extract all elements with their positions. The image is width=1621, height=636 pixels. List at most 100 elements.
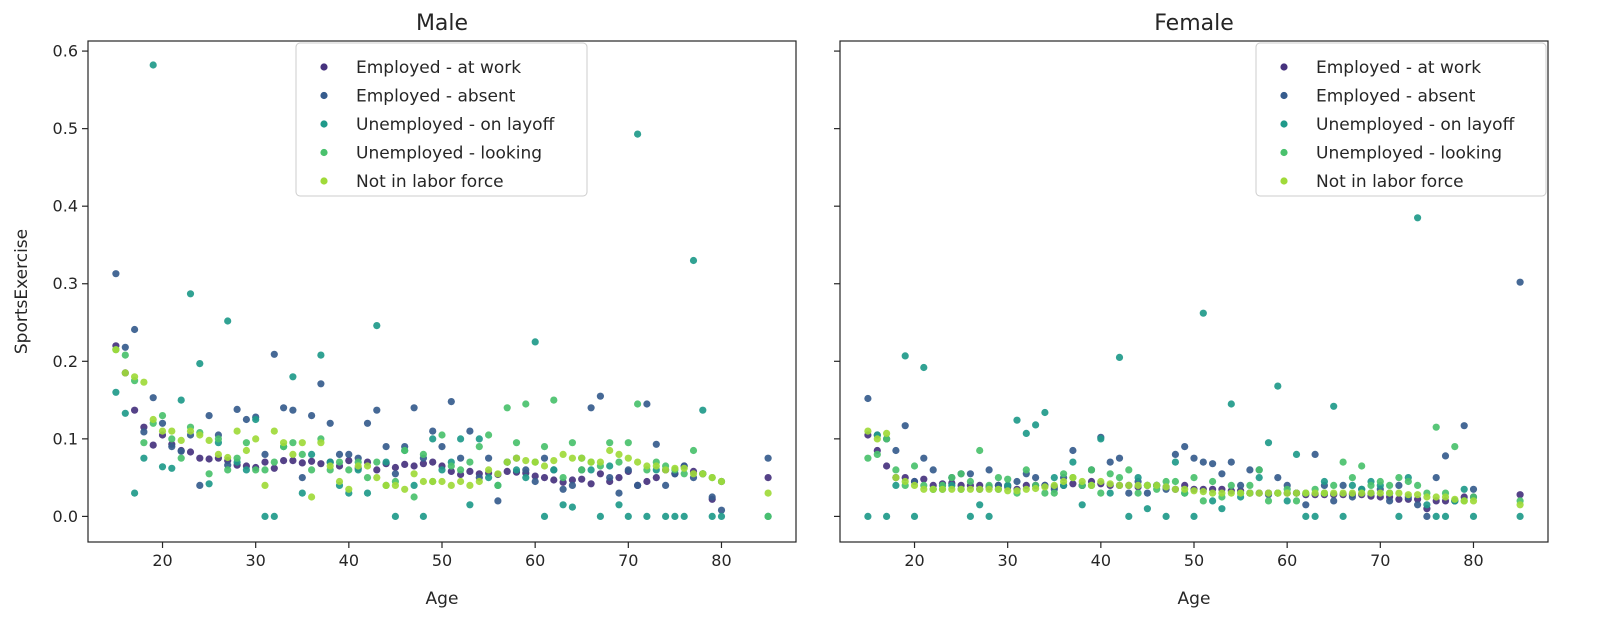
point-series-0 [401,460,409,468]
point-series-4 [224,453,232,462]
point-series-4 [680,464,688,472]
point-series-1 [929,466,937,474]
point-series-0 [550,476,558,484]
point-series-4 [289,450,297,458]
point-series-4 [1050,481,1058,489]
point-series-0 [280,457,288,465]
point-series-2 [1339,512,1347,521]
x-axis-label: Age [1178,589,1211,609]
point-series-1 [494,497,502,505]
point-series-1 [901,422,909,430]
point-series-3 [1404,477,1412,486]
point-series-1 [1125,489,1133,497]
legend-label: Not in labor force [356,172,504,192]
point-series-4 [699,470,707,478]
point-series-4 [1516,501,1524,509]
point-series-3 [1330,481,1338,489]
point-series-4 [531,458,539,466]
point-series-4 [1395,489,1403,497]
point-series-4 [485,466,493,474]
point-series-1 [121,343,129,351]
point-series-2 [1274,382,1282,390]
point-series-4 [652,462,660,470]
point-series-2 [1078,501,1086,509]
point-series-1 [140,428,148,436]
point-series-1 [196,481,204,489]
point-series-4 [864,427,872,435]
point-series-0 [531,472,539,480]
point-series-2 [1311,512,1319,521]
point-series-4 [985,485,993,493]
point-series-3 [634,400,642,408]
x-tick-label: 40 [339,551,359,570]
point-series-2 [606,462,614,470]
panel-male: 20 30 40 50 60 70 80 0.0 0.1 0.2 0.3 0.4 0.5 0.6 Male A… [12,11,797,609]
point-series-4 [559,450,567,458]
point-series-4 [466,481,474,489]
point-series-3 [1395,474,1403,482]
point-series-3 [1451,443,1459,451]
point-series-1 [1237,481,1245,489]
point-series-1 [308,412,316,420]
point-series-2 [298,489,306,497]
point-series-0 [643,477,651,486]
point-series-2 [1050,474,1058,482]
legend-box [1255,42,1547,197]
point-series-1 [1274,474,1282,482]
point-series-0 [615,474,623,482]
point-series-1 [1423,512,1431,521]
point-series-2 [1004,481,1012,489]
point-series-2 [910,512,919,521]
point-series-3 [419,450,427,458]
legend-label: Employed - absent [1316,87,1476,107]
point-series-2 [1125,512,1133,521]
point-series-1 [1516,278,1524,286]
point-series-0 [540,474,549,482]
point-series-4 [1283,489,1291,497]
point-series-3 [289,439,297,447]
point-series-1 [559,485,567,493]
point-series-2 [522,474,530,482]
point-series-2 [149,61,157,69]
point-series-4 [457,477,465,486]
point-series-1 [289,406,297,414]
point-series-4 [1218,489,1226,497]
point-series-4 [920,485,928,493]
x-tick-label: 30 [998,551,1018,570]
point-series-1 [1209,460,1217,468]
point-series-1 [522,466,530,474]
point-series-2 [1516,512,1524,521]
point-series-4 [373,474,381,482]
point-series-4 [1106,480,1114,488]
point-series-4 [910,481,919,489]
point-series-3 [1348,474,1356,482]
point-series-3 [883,435,891,443]
point-series-2 [1041,408,1049,417]
point-series-3 [224,466,232,474]
point-series-1 [1302,501,1310,509]
point-series-3 [1292,497,1301,505]
point-series-3 [1115,474,1124,482]
point-series-2 [512,466,521,474]
point-series-1 [606,474,614,482]
point-series-4 [298,439,306,447]
legend-marker [1280,63,1288,71]
point-series-4 [1209,489,1217,497]
point-series-4 [1320,489,1328,497]
point-series-3 [475,443,483,451]
point-series-1 [596,392,605,400]
point-series-2 [140,454,148,462]
point-series-3 [447,462,455,470]
point-series-3 [1060,470,1068,478]
point-series-4 [1153,481,1161,489]
point-series-2 [587,466,595,474]
x-tick-label: 60 [1277,551,1297,570]
point-series-2 [252,415,260,424]
point-series-4 [966,485,975,493]
point-series-4 [1022,485,1030,493]
point-series-1 [892,446,900,455]
legend: Employed - at work Employed - absent Unemp… [1255,42,1547,197]
point-series-2 [466,501,474,509]
point-series-3 [1264,497,1273,505]
point-series-3 [494,481,502,489]
